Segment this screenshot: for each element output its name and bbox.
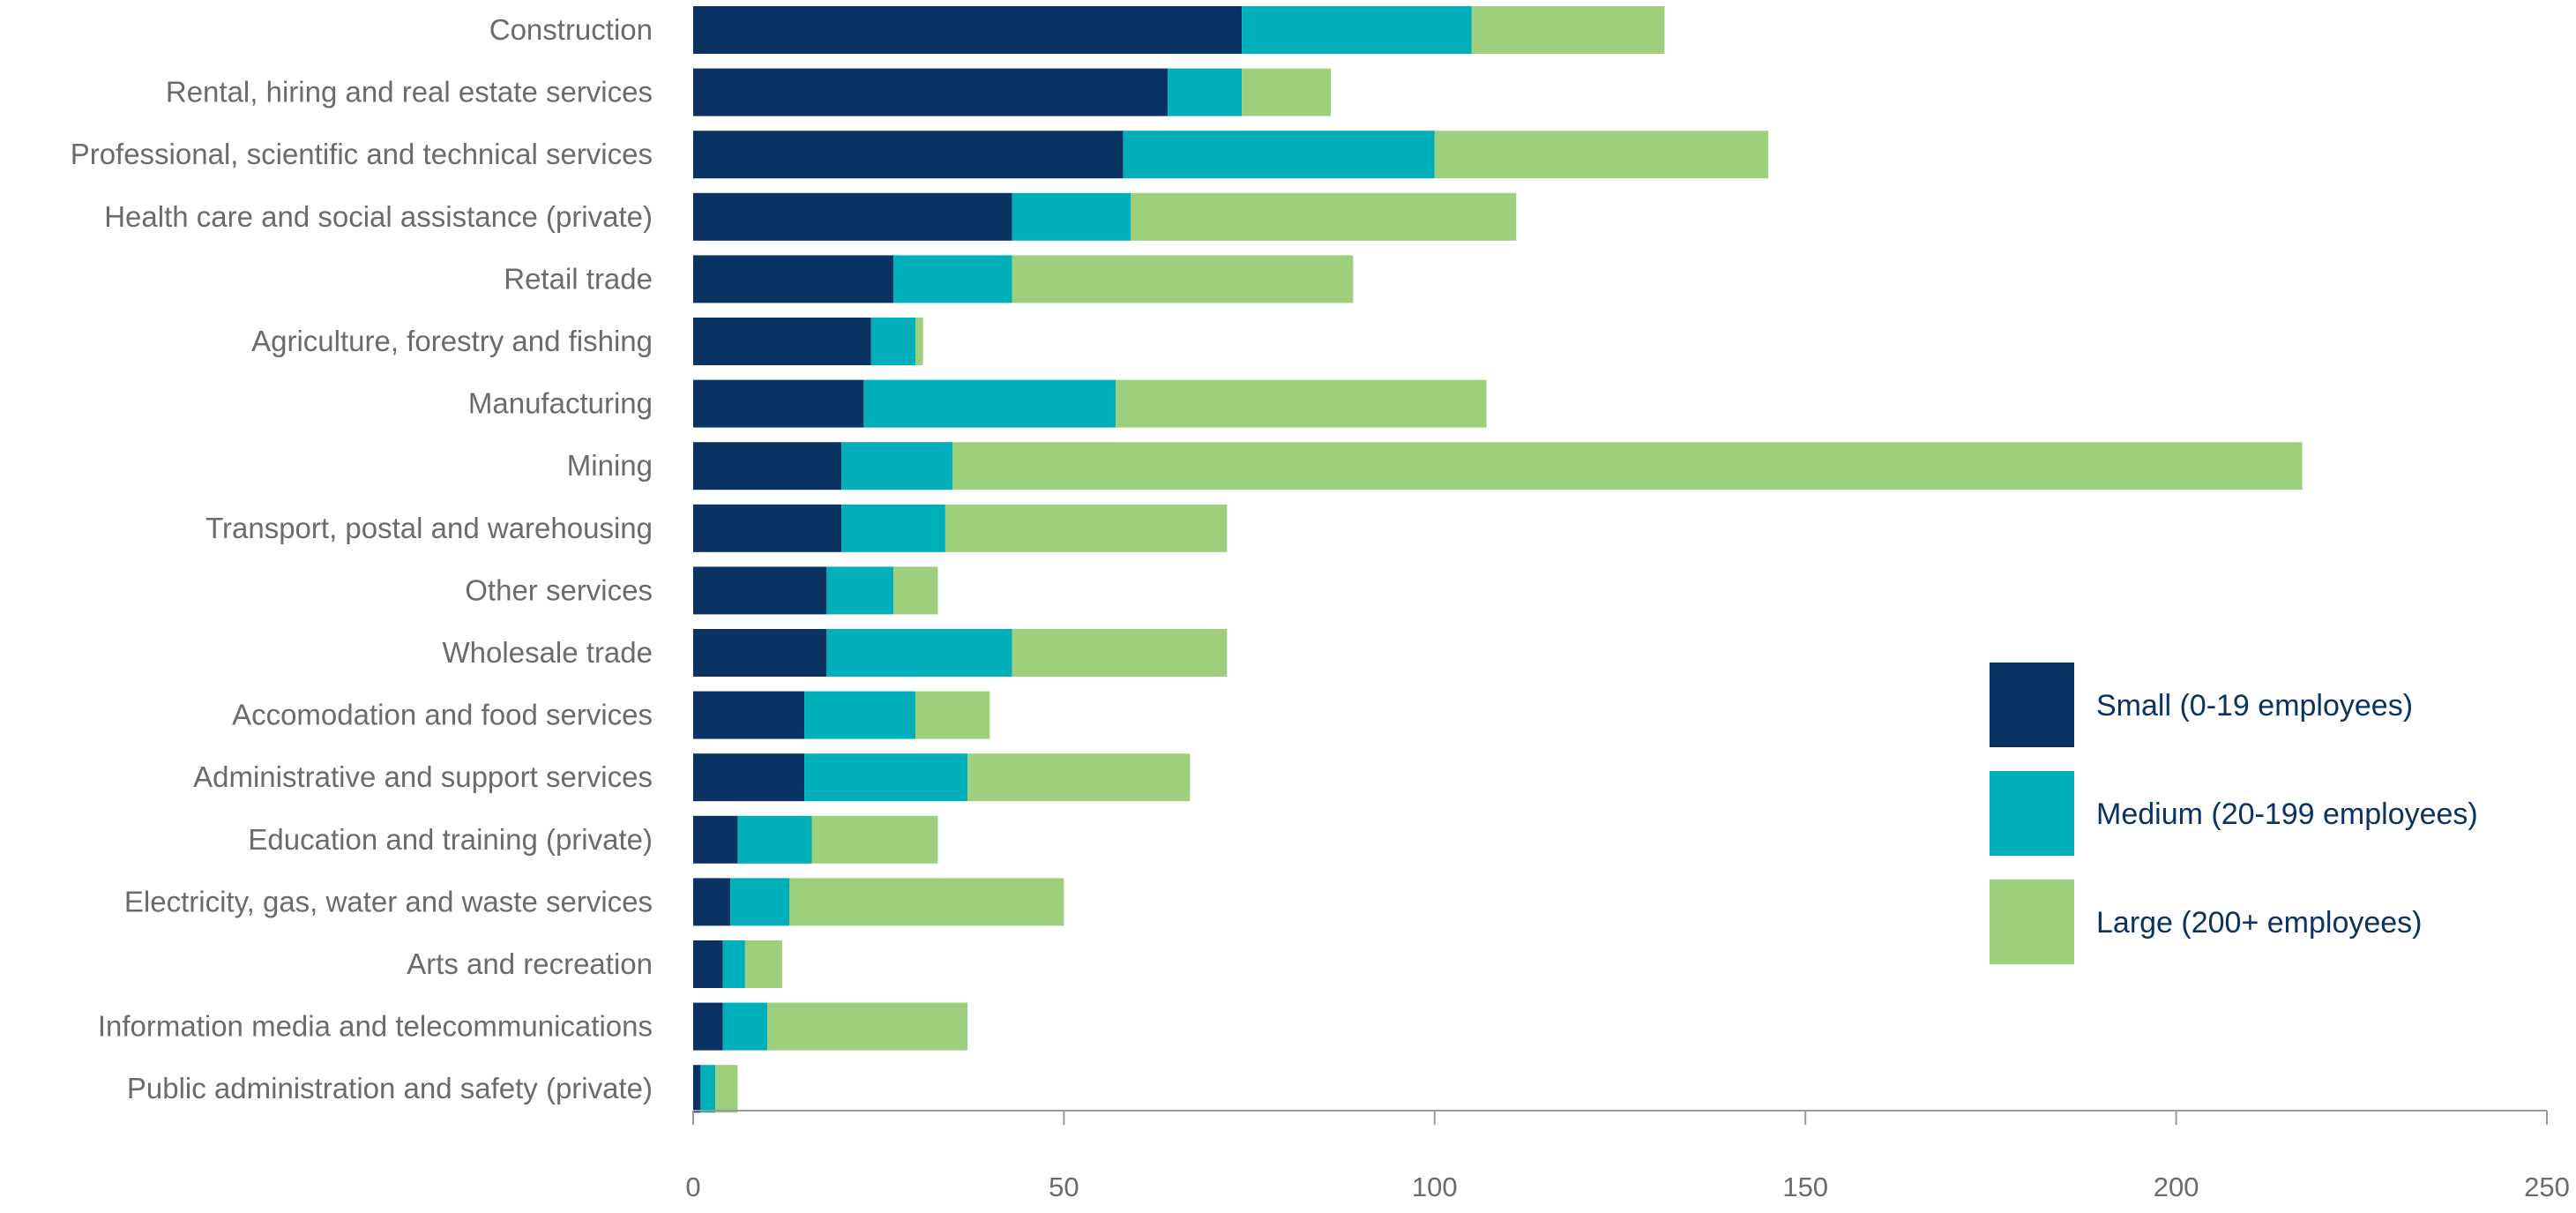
bar-segment-medium — [863, 379, 1116, 428]
category-label: Arts and recreation — [407, 947, 653, 980]
bar-segment-small — [693, 442, 842, 490]
x-tick-label: 0 — [685, 1172, 700, 1202]
bar-segment-large — [1471, 6, 1665, 54]
bar-segment-medium — [737, 815, 812, 864]
category-label: Wholesale trade — [443, 636, 653, 669]
bar-segment-large — [1131, 192, 1517, 241]
bar-segment-medium — [1123, 131, 1435, 179]
bar-segment-small — [693, 1065, 701, 1113]
bar-segment-medium — [722, 940, 745, 988]
x-axis-ticks: 0 50 100 150 200 250 — [685, 1111, 2570, 1202]
category-label: Public administration and safety (privat… — [127, 1072, 653, 1104]
bar-segment-medium — [1012, 192, 1131, 241]
legend-swatch — [1990, 663, 2074, 747]
bar-segment-small — [693, 629, 827, 677]
legend-label: Large (200+ employees) — [2096, 906, 2423, 940]
category-label: Construction — [489, 13, 653, 46]
bar-segment-medium — [826, 629, 1012, 677]
bar-segment-large — [915, 318, 923, 365]
category-label: Other services — [465, 573, 653, 606]
bar-segment-large — [1012, 255, 1354, 303]
bar-segment-large — [789, 878, 1064, 926]
category-label: Agriculture, forestry and fishing — [251, 325, 653, 357]
legend-swatch — [1990, 880, 2074, 964]
bar-segment-small — [693, 1002, 723, 1051]
bar-segment-small — [693, 815, 738, 864]
category-label: Professional, scientific and technical s… — [71, 138, 653, 170]
x-tick-label: 200 — [2154, 1172, 2199, 1202]
category-labels: Construction Rental, hiring and real esta… — [71, 13, 653, 1104]
x-tick-label: 250 — [2524, 1172, 2570, 1202]
bar-segment-small — [693, 318, 871, 365]
bar-segment-small — [693, 379, 864, 428]
bar-segment-small — [693, 6, 1243, 54]
category-label: Electricity, gas, water and waste servic… — [124, 885, 653, 917]
category-label: Retail trade — [504, 262, 653, 295]
category-label: Mining — [567, 449, 653, 482]
bar-segment-large — [1116, 379, 1487, 428]
bar-segment-medium — [700, 1065, 716, 1113]
bar-segment-medium — [804, 753, 968, 802]
bar-segment-large — [811, 815, 938, 864]
bar-segment-small — [693, 878, 731, 926]
bar-segment-medium — [1168, 68, 1243, 116]
bar-segment-large — [967, 753, 1191, 802]
bar-segment-small — [693, 753, 805, 802]
category-label: Administrative and support services — [193, 760, 653, 793]
bar-segment-medium — [893, 255, 1012, 303]
bar-segment-medium — [870, 318, 916, 365]
bar-segment-small — [693, 131, 1124, 179]
x-tick-label: 100 — [1412, 1172, 1458, 1202]
bar-segment-large — [715, 1065, 738, 1113]
category-label: Education and training (private) — [248, 823, 653, 856]
bar-segment-small — [693, 566, 827, 615]
bar-segment-medium — [730, 878, 790, 926]
x-tick-label: 50 — [1049, 1172, 1079, 1202]
legend: Small (0-19 employees) Medium (20-199 emp… — [1990, 663, 2478, 964]
legend-label: Medium (20-199 employees) — [2096, 797, 2478, 831]
category-label: Transport, postal and warehousing — [205, 512, 653, 544]
bar-segment-medium — [841, 442, 953, 490]
bar-segment-large — [915, 691, 990, 739]
category-label: Manufacturing — [468, 387, 653, 420]
bar-segment-medium — [826, 566, 894, 615]
bar-segment-small — [693, 255, 894, 303]
category-label: Accomodation and food services — [232, 699, 653, 731]
legend-swatch — [1990, 771, 2074, 856]
category-label: Health care and social assistance (priva… — [104, 200, 653, 233]
bar-segment-large — [893, 566, 938, 615]
legend-label: Small (0-19 employees) — [2096, 689, 2413, 723]
bar-segment-large — [767, 1002, 968, 1051]
bar-segment-small — [693, 940, 723, 988]
bar-segment-medium — [804, 691, 916, 739]
bar-segment-large — [1434, 131, 1769, 179]
bar-segment-small — [693, 504, 842, 552]
bars-group — [693, 6, 2303, 1113]
bar-segment-small — [693, 192, 1012, 241]
bar-segment-medium — [1242, 6, 1472, 54]
bar-segment-large — [1242, 68, 1332, 116]
bar-segment-large — [744, 940, 782, 988]
category-label: Information media and telecommunications — [98, 1010, 653, 1043]
bar-segment-large — [945, 504, 1228, 552]
bar-segment-medium — [841, 504, 945, 552]
bar-segment-large — [952, 442, 2303, 490]
bar-segment-large — [1012, 629, 1228, 677]
bar-segment-small — [693, 68, 1169, 116]
x-tick-label: 150 — [1782, 1172, 1828, 1202]
bar-segment-medium — [722, 1002, 768, 1051]
bar-segment-small — [693, 691, 805, 739]
category-label: Rental, hiring and real estate services — [166, 76, 653, 109]
